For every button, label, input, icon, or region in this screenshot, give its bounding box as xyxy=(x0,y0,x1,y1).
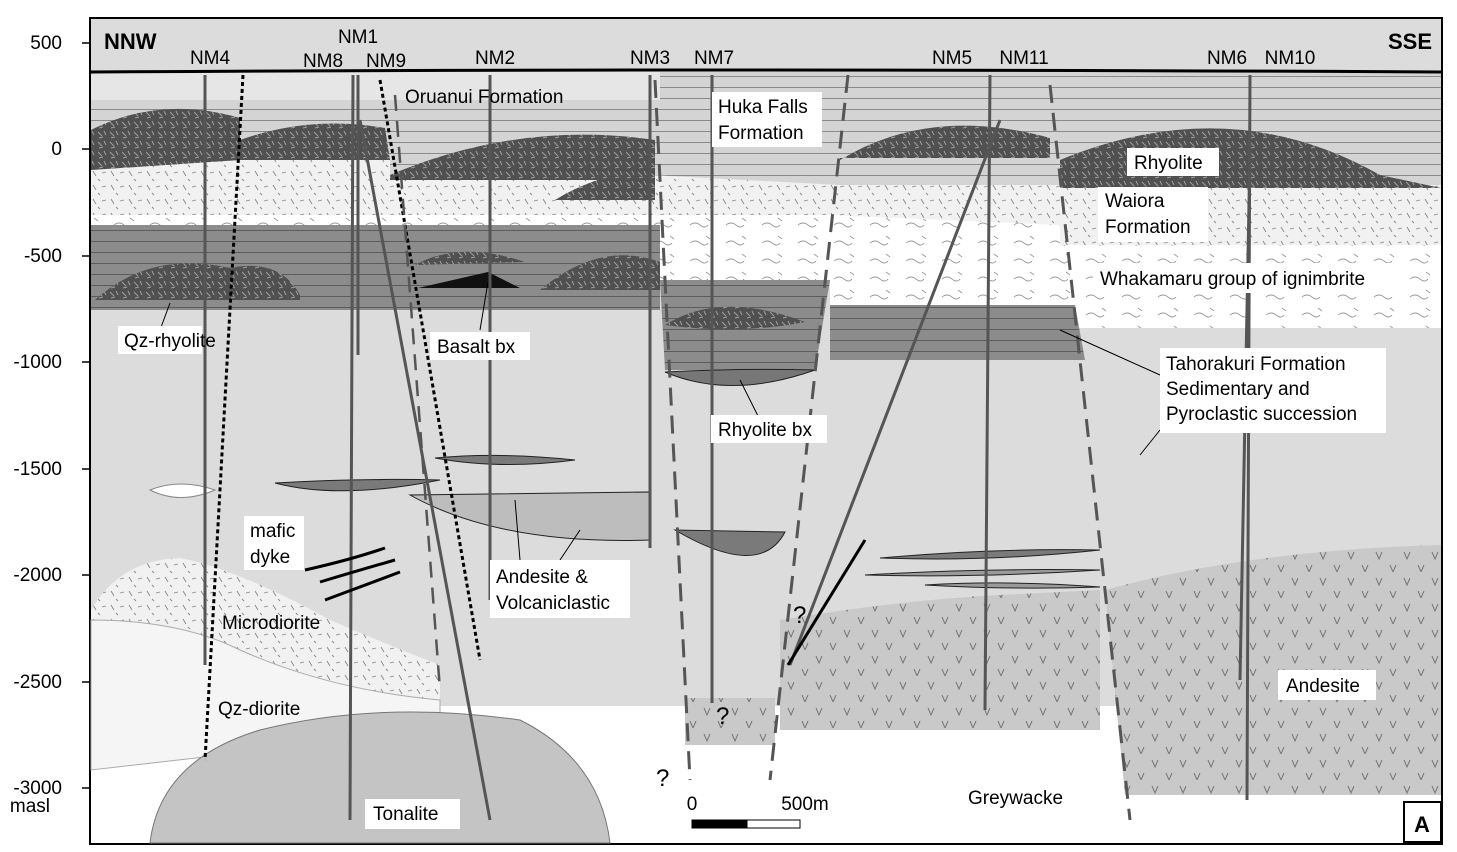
fault-1 xyxy=(203,74,245,761)
question-mark-3: ? xyxy=(656,765,669,792)
label-mafic-1: mafic xyxy=(250,521,295,542)
fault-4 xyxy=(768,74,850,781)
andesite-lens-1 xyxy=(434,454,576,466)
label-tahorakuri-1: Tahorakuri Formation xyxy=(1166,354,1346,375)
unit-labels: Oruanui Formation Huka Falls Formation R… xyxy=(118,87,1399,829)
volcaniclastic-lens xyxy=(408,491,651,541)
tonalite-body xyxy=(149,711,611,844)
label-rhyolite-bx: Rhyolite bx xyxy=(718,420,812,441)
y-tick-0: 0 xyxy=(51,139,62,160)
whakamaru-mid xyxy=(660,215,830,280)
label-oruanui: Oruanui Formation xyxy=(405,87,563,108)
label-qz-rhyolite: Qz-rhyolite xyxy=(124,331,216,352)
well-trace-nm8 xyxy=(348,74,355,821)
mafic-dyke-lines xyxy=(304,546,401,602)
well-dark-segment xyxy=(786,539,867,666)
y-tick-minus-1000: -1000 xyxy=(13,352,62,373)
label-qz-diorite: Qz-diorite xyxy=(218,699,300,720)
andesite-lens-6 xyxy=(924,582,1101,589)
label-tahorakuri-2: Sedimentary and xyxy=(1166,379,1310,400)
well-label-nm2: NM2 xyxy=(475,48,515,69)
andesite-lens-3 xyxy=(673,529,786,556)
label-mafic-2: dyke xyxy=(250,547,290,568)
well-label-nm4: NM4 xyxy=(190,48,231,69)
qz-rhyolite-body xyxy=(95,263,300,300)
fault-2 xyxy=(378,79,482,661)
well-trace-nm9 xyxy=(358,119,492,821)
direction-sse: SSE xyxy=(1388,29,1432,54)
y-tick-500: 500 xyxy=(30,33,62,54)
label-basalt-bx: Basalt bx xyxy=(437,337,516,358)
label-rhyolite: Rhyolite xyxy=(1134,153,1203,174)
andesite-lens-2 xyxy=(274,478,441,492)
y-tick-minus-2000: -2000 xyxy=(13,565,62,586)
label-andesite-vc-1: Andesite & xyxy=(496,567,588,588)
label-waiora-2: Formation xyxy=(1105,217,1191,238)
question-mark-2: ? xyxy=(716,703,729,730)
y-axis: 500 0 -500 -1000 -1500 -2000 -2500 -3000… xyxy=(10,33,90,817)
well-label-nm11: NM11 xyxy=(999,48,1048,69)
label-whakamaru: Whakamaru group of ignimbrite xyxy=(1100,269,1365,290)
well-trace-nm5-nm11 xyxy=(788,74,1002,711)
well-label-nm7: NM7 xyxy=(694,48,734,69)
rhyolite-dome-5 xyxy=(840,125,1050,160)
andesite-basement-right xyxy=(1105,545,1441,795)
basalt-bx-body xyxy=(418,272,520,288)
fault-5 xyxy=(1048,84,1132,821)
scale-bar-start: 0 xyxy=(687,794,698,815)
label-tahorakuri-3: Pyroclastic succession xyxy=(1166,404,1357,425)
well-label-nm8: NM8 xyxy=(303,51,343,72)
leader-lines xyxy=(159,281,1161,561)
label-waiora-1: Waiora xyxy=(1105,191,1165,212)
well-label-nm6: NM6 xyxy=(1207,48,1247,69)
question-mark-1: ? xyxy=(793,602,806,629)
y-tick-minus-2500: -2500 xyxy=(13,672,62,693)
direction-nnw: NNW xyxy=(104,29,157,54)
fault-3 xyxy=(653,79,692,781)
label-greywacke: Greywacke xyxy=(968,788,1063,809)
y-tick-minus-1500: -1500 xyxy=(13,459,62,480)
well-label-nm9: NM9 xyxy=(366,51,406,72)
rhyolite-dome-1 xyxy=(91,108,240,170)
y-tick-minus-3000: -3000 xyxy=(13,778,62,799)
andesite-lens-5 xyxy=(864,569,1101,577)
rhyolite-lens xyxy=(415,251,525,265)
well-label-nm10: NM10 xyxy=(1265,48,1316,69)
ground-surface xyxy=(90,68,1442,74)
rhyolite-dome-7 xyxy=(540,255,660,290)
well-label-nm5: NM5 xyxy=(932,48,972,69)
well-labels: NM4 NM1 NM8 NM9 NM2 NM3 NM7 NM5 NM11 NM6… xyxy=(190,27,1315,72)
andesite-basement-small xyxy=(685,698,775,745)
label-microdiorite: Microdiorite xyxy=(222,613,320,634)
rhyolite-dome-4 xyxy=(555,170,655,200)
fault-6 xyxy=(393,94,442,691)
well-label-nm3: NM3 xyxy=(630,48,670,69)
label-huka-1: Huka Falls xyxy=(718,97,808,118)
tahorakuri-right xyxy=(830,305,1085,360)
question-marks: ? ? ? xyxy=(656,602,806,792)
oruanui-layer xyxy=(91,72,660,100)
panel-letter: A xyxy=(1414,812,1430,837)
well-label-nm1: NM1 xyxy=(338,27,378,48)
rhyolite-dome-3 xyxy=(390,134,655,180)
label-andesite: Andesite xyxy=(1286,676,1360,697)
panel-letter-box xyxy=(1403,801,1442,843)
label-tonalite: Tonalite xyxy=(373,804,439,825)
andesite-basement-mid xyxy=(780,590,1100,730)
label-andesite-vc-2: Volcaniclastic xyxy=(496,593,610,614)
label-huka-2: Formation xyxy=(718,123,804,144)
y-unit: masl xyxy=(10,796,50,817)
rhyolite-lens-2 xyxy=(665,306,805,330)
scale-bar-end: 500m xyxy=(781,794,829,815)
andesite-lens-4 xyxy=(879,549,1101,560)
y-tick-minus-500: -500 xyxy=(24,246,62,267)
scale-bar: 0 500m xyxy=(687,794,829,829)
white-lens xyxy=(148,483,217,498)
